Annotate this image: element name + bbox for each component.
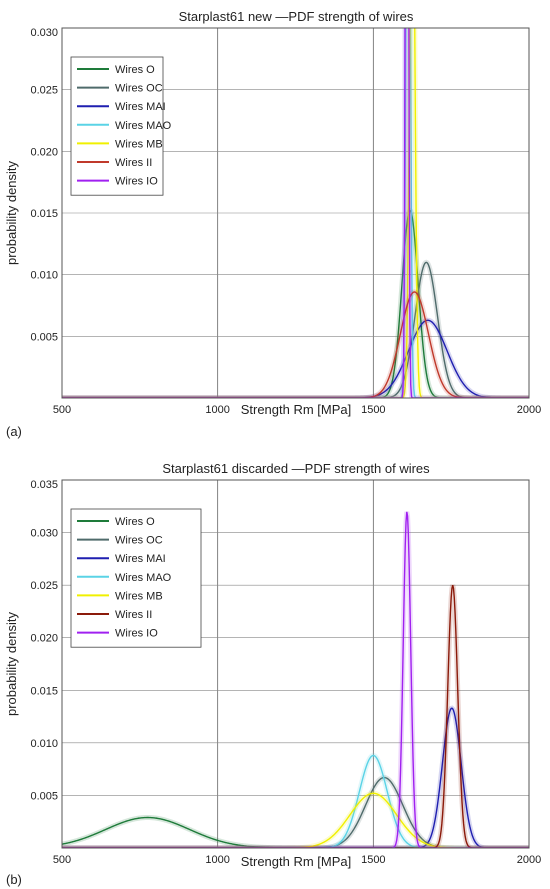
y-tick-label: 0.010 (30, 738, 58, 750)
x-axis-label: Strength Rm [MPa] (241, 854, 352, 869)
panel-label: (b) (6, 872, 22, 887)
legend-label: Wires MB (115, 138, 163, 150)
y-tick-label: 0.010 (30, 270, 58, 282)
chart-title: Starplast61 new —PDF strength of wires (179, 9, 414, 24)
y-tick-label: 0.030 (30, 27, 58, 39)
y-axis-label: probability density (4, 160, 19, 265)
y-tick-labels: 0.005 0.010 0.015 0.020 0.025 0.030 (30, 27, 58, 343)
curves (62, 28, 529, 398)
legend-label: Wires IO (115, 628, 158, 640)
y-tick-labels: 0.005 0.010 0.015 0.020 0.025 0.030 0.035 (30, 479, 58, 802)
y-axis-label: probability density (4, 611, 19, 716)
legend: Wires O Wires OC Wires MAI Wires MAO Wires M… (70, 508, 202, 648)
legend-label: Wires O (115, 64, 155, 76)
x-tick-labels: 500 1000 1500 2000 (53, 404, 541, 416)
legend-label: Wires II (115, 609, 152, 621)
series-line (62, 319, 529, 398)
x-tick-labels: 500 1000 1500 2000 (53, 854, 541, 866)
legend-label: Wires OC (115, 535, 163, 547)
series-line (62, 261, 529, 398)
x-tick-label: 500 (53, 854, 71, 866)
legend: Wires O Wires OC Wires MAI Wires MAO Wires M… (70, 56, 172, 196)
series-line (62, 291, 529, 398)
legend-label: Wires OC (115, 83, 163, 95)
y-tick-label: 0.015 (30, 208, 58, 220)
legend-label: Wires MAI (115, 101, 166, 113)
chart-panel-a: Starplast61 new —PDF strength of wires 5… (4, 9, 541, 439)
x-tick-label: 500 (53, 404, 71, 416)
plot-frame (61, 479, 530, 849)
y-tick-label: 0.020 (30, 146, 58, 158)
legend-label: Wires MB (115, 590, 163, 602)
chart-title: Starplast61 discarded —PDF strength of w… (162, 461, 430, 476)
panel-label: (a) (6, 424, 22, 439)
y-tick-label: 0.005 (30, 790, 58, 802)
series-line (62, 584, 529, 848)
grid (62, 28, 529, 398)
legend-label: Wires O (115, 516, 155, 528)
x-tick-label: 1500 (361, 854, 385, 866)
y-tick-label: 0.005 (30, 331, 58, 343)
legend-label: Wires MAI (115, 553, 166, 565)
x-tick-label: 1500 (361, 404, 385, 416)
legend-box (70, 56, 164, 196)
chart-panel-b: Starplast61 discarded —PDF strength of w… (4, 461, 541, 887)
x-tick-label: 1000 (205, 854, 229, 866)
legend-label: Wires MAO (115, 572, 172, 584)
x-tick-label: 1000 (205, 404, 229, 416)
x-tick-label: 2000 (517, 854, 541, 866)
y-tick-label: 0.030 (30, 528, 58, 540)
legend-label: Wires IO (115, 176, 158, 188)
y-tick-label: 0.025 (30, 580, 58, 592)
legend-label: Wires MAO (115, 120, 172, 132)
legend-label: Wires II (115, 157, 152, 169)
legend-box (70, 508, 202, 648)
y-tick-label: 0.015 (30, 685, 58, 697)
plot-frame (61, 27, 530, 399)
y-tick-label: 0.025 (30, 85, 58, 97)
x-tick-label: 2000 (517, 404, 541, 416)
series-line (62, 707, 529, 848)
y-tick-label: 0.020 (30, 633, 58, 645)
x-axis-label: Strength Rm [MPa] (241, 402, 352, 417)
y-tick-label: 0.035 (30, 479, 58, 491)
